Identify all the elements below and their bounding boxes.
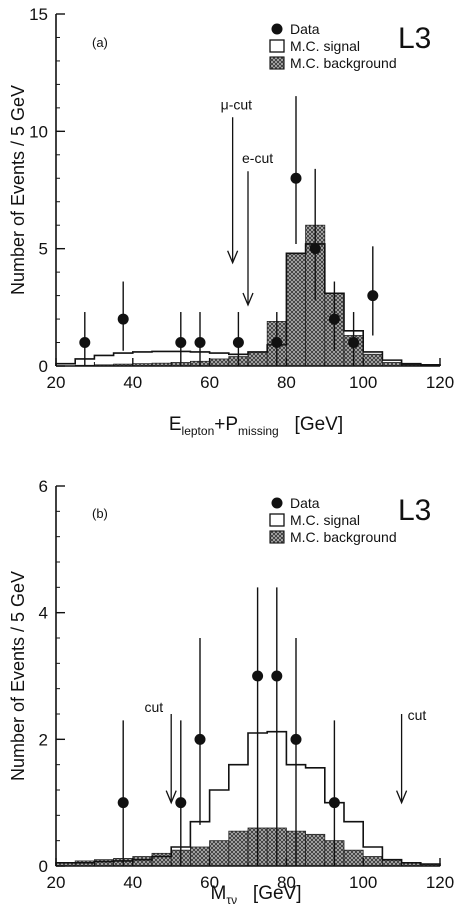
- pa-data-point: [79, 337, 91, 349]
- pa-background-bin: [247, 351, 268, 367]
- pb-y-axis-label: Number of Events / 5 GeV: [8, 571, 28, 781]
- pa-y-tick-label: 10: [29, 122, 48, 141]
- pb-background-bin: [305, 833, 326, 867]
- pb-legend-background-swatch: [269, 530, 285, 544]
- pa-x-tick-label: 120: [426, 373, 454, 392]
- pb-y-tick-label: 4: [39, 604, 48, 623]
- pb-panel-label: (b): [92, 506, 108, 521]
- pa-x-tick-label: 100: [349, 373, 377, 392]
- pb-x-tick-label: 80: [277, 873, 296, 892]
- pb-signal-histogram: [55, 730, 441, 866]
- pa-experiment-label: L3: [398, 22, 431, 55]
- pa-cut-label: e-cut: [242, 150, 273, 166]
- pb-x-tick-label: 40: [123, 873, 142, 892]
- pb-background-bin: [94, 859, 115, 867]
- pa-legend-label: M.C. background: [290, 55, 397, 71]
- pa-data-point: [194, 337, 206, 349]
- pa-data-point: [117, 313, 129, 325]
- pb-cut-arrow-head: [165, 790, 177, 805]
- pb-x-tick-label: 120: [426, 873, 454, 892]
- pb-data-point: [117, 797, 129, 809]
- pa-data-point: [309, 243, 321, 255]
- pa-legend-label: Data: [290, 21, 320, 37]
- pa-background-bin: [362, 353, 383, 367]
- pa-x-tick-label: 80: [277, 373, 296, 392]
- pb-background-bin: [189, 846, 210, 867]
- pa-cut-label: μ-cut: [221, 96, 253, 112]
- pa-y-axis-label: Number of Events / 5 GeV: [8, 85, 28, 295]
- pa-x-tick-label: 40: [123, 373, 142, 392]
- pa-data-point: [367, 290, 379, 302]
- pa-y-tick-label: 15: [29, 5, 48, 24]
- pa-y-tick-label: 5: [39, 240, 48, 259]
- pb-data-point: [175, 797, 187, 809]
- pb-x-tick-label: 60: [200, 873, 219, 892]
- pa-x-tick-label: 60: [200, 373, 219, 392]
- pb-background-bin: [132, 856, 153, 867]
- pa-data-point: [232, 337, 244, 349]
- pb-cut-label: cut: [145, 699, 164, 715]
- pb-x-tick-label: 100: [349, 873, 377, 892]
- pa-x-label-subscript-2: missing: [238, 424, 279, 438]
- pa-data-point: [348, 337, 360, 349]
- pb-legend-label: M.C. signal: [290, 512, 360, 528]
- pb-x-label-main: M: [211, 883, 227, 904]
- pa-signal-histogram: [55, 243, 441, 366]
- pa-legend-label: M.C. signal: [290, 38, 360, 54]
- pb-y-tick-label: 0: [39, 857, 48, 876]
- pb-legend-data-marker: [271, 497, 283, 509]
- pb-data-point: [194, 733, 206, 745]
- pa-panel-label: (a): [92, 35, 108, 50]
- pb-y-tick-label: 6: [39, 477, 48, 496]
- pb-x-label-subscript: τν: [226, 893, 237, 907]
- pb-data-point: [271, 670, 283, 682]
- pa-data-point: [328, 313, 340, 325]
- pa-background-bin: [209, 358, 230, 367]
- pb-background-bin: [209, 840, 230, 867]
- pa-x-axis-label: Elepton+Pmissing [GeV]: [169, 414, 343, 438]
- pb-legend-label: Data: [290, 495, 320, 511]
- pb-background-bin: [362, 856, 383, 867]
- pb-background-bin: [151, 852, 172, 867]
- pb-background-bin: [381, 859, 402, 867]
- pb-data-point: [290, 733, 302, 745]
- pb-cut-label: cut: [408, 707, 427, 723]
- pa-data-point: [175, 337, 187, 349]
- pb-x-label-unit: [GeV]: [237, 883, 301, 904]
- pb-x-axis-label: Mτν [GeV]: [211, 883, 302, 907]
- pa-data-point: [271, 337, 283, 349]
- pa-legend-background-swatch: [269, 56, 285, 70]
- pa-x-label-main: E: [169, 414, 182, 435]
- pb-cut-arrow-head: [396, 790, 408, 805]
- pa-background-bin: [285, 252, 306, 367]
- pa-data-point: [290, 172, 302, 184]
- pb-background-bin: [228, 830, 249, 867]
- pb-data-point: [328, 797, 340, 809]
- pb-experiment-label: L3: [398, 494, 431, 527]
- pb-y-tick-label: 2: [39, 730, 48, 749]
- pa-legend-signal-swatch: [269, 39, 285, 53]
- pa-legend-data-marker: [271, 23, 283, 35]
- pa-x-label-unit: [GeV]: [279, 414, 343, 435]
- pb-x-tick-label: 20: [47, 873, 66, 892]
- pb-legend-signal-swatch: [269, 513, 285, 527]
- pa-cut-arrow-head: [227, 250, 239, 265]
- pb-legend-label: M.C. background: [290, 529, 397, 545]
- pa-x-label-subscript: lepton: [182, 424, 215, 438]
- pb-data-point: [252, 670, 264, 682]
- pa-x-tick-label: 20: [47, 373, 66, 392]
- pb-background-bin: [343, 849, 364, 867]
- pa-cut-arrow-head: [242, 292, 254, 307]
- pa-x-label-plus: +P: [214, 414, 238, 435]
- pa-y-tick-label: 0: [39, 357, 48, 376]
